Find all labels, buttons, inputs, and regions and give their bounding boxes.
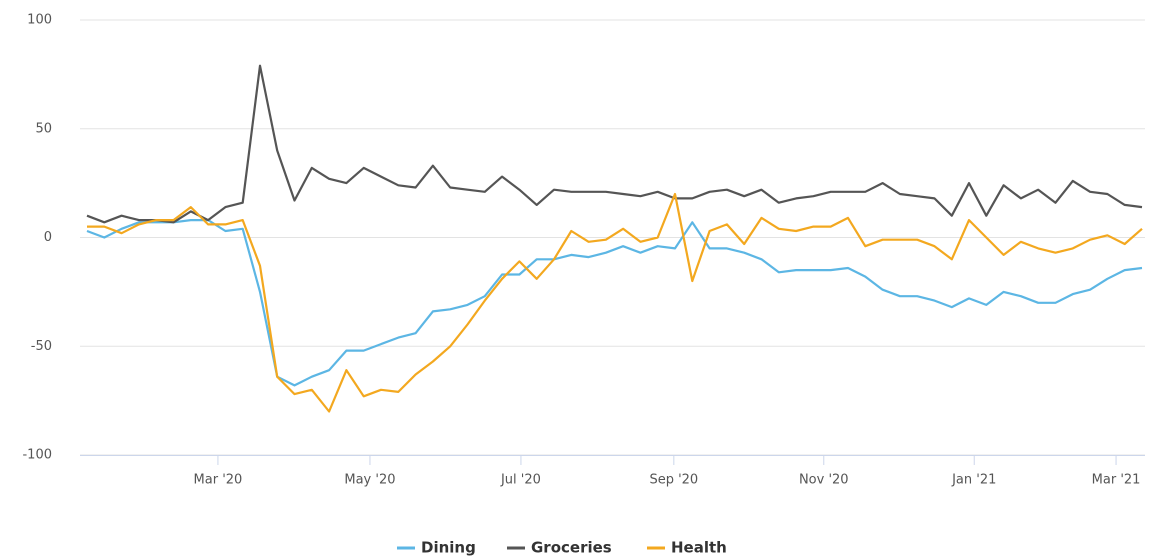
x-tick-label: Sep '20: [649, 473, 698, 488]
legend-label: Health: [671, 539, 727, 557]
x-tick-label: Jan '21: [951, 473, 996, 488]
x-tick-label: May '20: [344, 473, 395, 488]
x-tick-label: Nov '20: [799, 473, 849, 488]
x-tick-label: Jul '20: [500, 473, 541, 488]
legend-label: Groceries: [531, 539, 612, 557]
x-tick-label: Mar '21: [1092, 473, 1141, 488]
x-tick-label: Mar '20: [194, 473, 243, 488]
y-tick-label: -50: [31, 339, 52, 354]
legend: Dining Groceries Health: [397, 539, 727, 557]
y-tick-label: 50: [35, 121, 52, 136]
y-tick-label: 100: [27, 13, 52, 28]
y-tick-label: -100: [22, 448, 52, 463]
y-tick-label: 0: [44, 230, 52, 245]
series-line: [86, 64, 1143, 224]
series-line: [86, 219, 1143, 387]
series-line: [87, 192, 1143, 413]
legend-label: Dining: [421, 539, 476, 557]
